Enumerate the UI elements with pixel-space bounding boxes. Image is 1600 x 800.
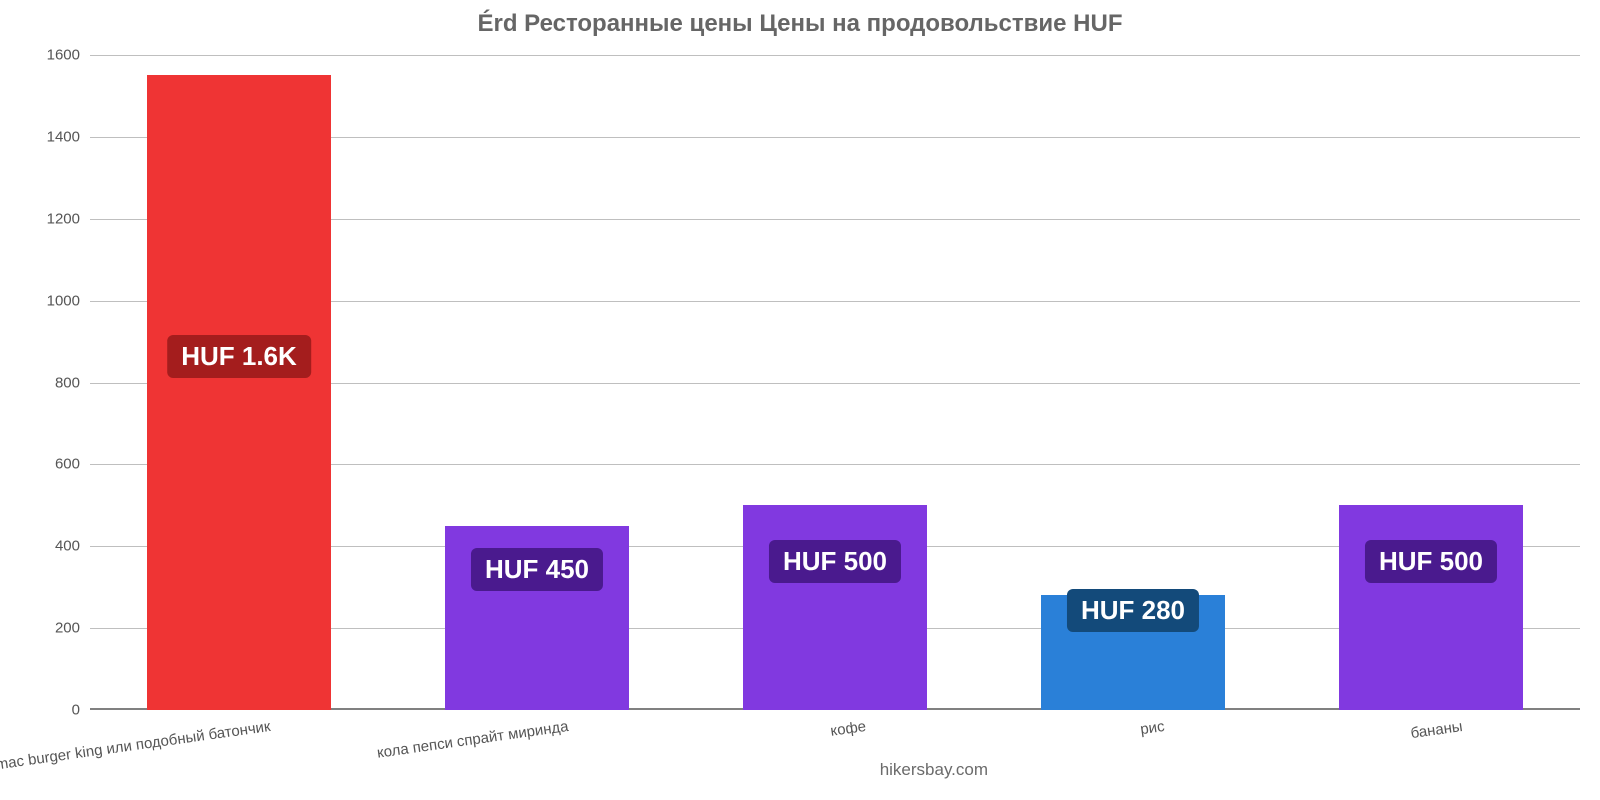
chart-title: Érd Ресторанные цены Цены на продовольст… [0, 10, 1600, 38]
y-tick-label: 1200 [47, 210, 90, 227]
bar [1339, 505, 1524, 710]
credit-text: hikersbay.com [880, 760, 988, 780]
y-tick-label: 0 [72, 702, 90, 719]
x-axis-label: рис [1139, 718, 1165, 738]
bar [743, 505, 928, 710]
bar [147, 75, 332, 710]
y-tick-label: 1000 [47, 292, 90, 309]
y-tick-label: 200 [55, 620, 90, 637]
plot-area: 02004006008001000120014001600HUF 1.6Kmac… [90, 55, 1580, 710]
x-axis-label: кофе [830, 718, 868, 740]
y-tick-label: 600 [55, 456, 90, 473]
y-tick-label: 800 [55, 374, 90, 391]
y-tick-label: 1400 [47, 128, 90, 145]
y-tick-label: 1600 [47, 47, 90, 64]
grid-line [90, 55, 1580, 56]
value-badge: HUF 280 [1067, 589, 1199, 632]
bar-chart: Érd Ресторанные цены Цены на продовольст… [0, 0, 1600, 800]
x-axis-label: кола пепси спрайт миринда [376, 718, 570, 762]
value-badge: HUF 500 [769, 540, 901, 583]
value-badge: HUF 1.6K [167, 335, 311, 378]
value-badge: HUF 500 [1365, 540, 1497, 583]
x-axis-label: mac burger king или подобный батончик [0, 718, 271, 773]
x-axis-label: бананы [1409, 718, 1463, 742]
y-tick-label: 400 [55, 538, 90, 555]
value-badge: HUF 450 [471, 548, 603, 591]
